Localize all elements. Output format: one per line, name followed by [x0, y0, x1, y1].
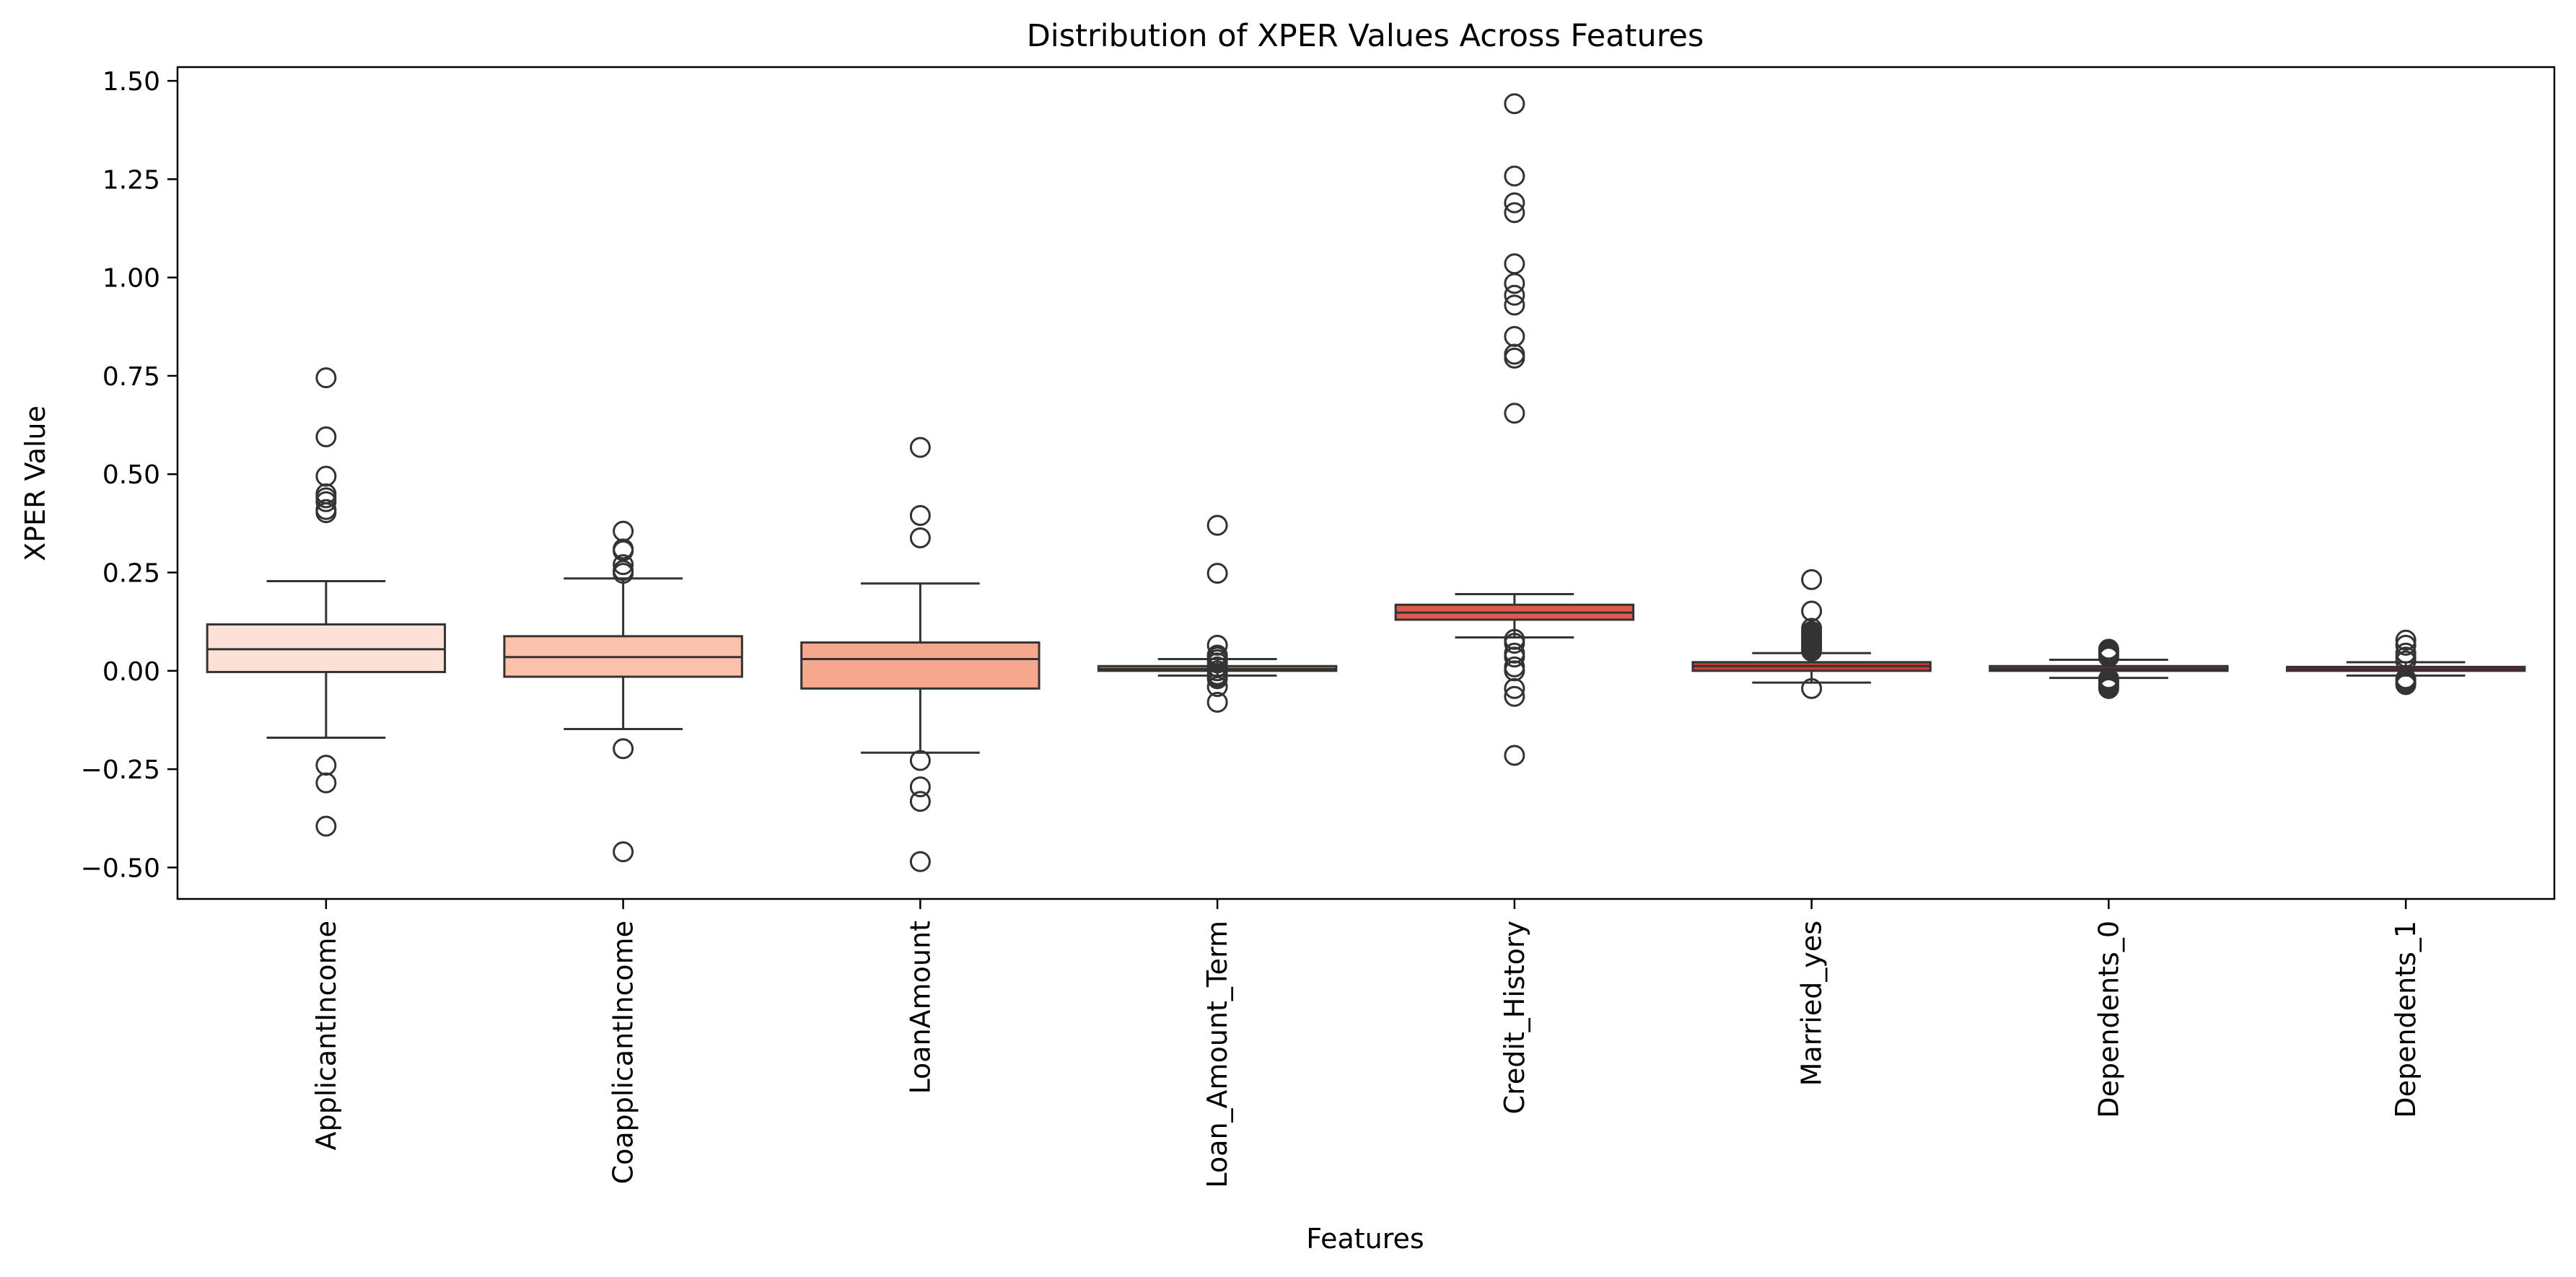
y-tick-label: 0.25: [102, 559, 160, 589]
outlier-point-loan-amount-term: [1206, 668, 1228, 690]
outlier-point-loanamount: [909, 851, 931, 872]
outlier-point-loanamount: [909, 750, 931, 771]
outlier-point-coapplicantincome: [613, 841, 634, 863]
outlier-point-credit-history: [1504, 192, 1525, 214]
chart-title: Distribution of XPER Values Across Featu…: [1027, 18, 1704, 54]
outlier-point-applicantincome: [315, 426, 337, 447]
y-tick-label: 1.00: [102, 264, 160, 294]
outlier-point-credit-history: [1504, 325, 1525, 347]
outlier-point-applicantincome: [315, 772, 337, 794]
outlier-point-married-yes: [1801, 600, 1823, 622]
y-tick-label: 1.50: [102, 67, 160, 97]
x-tick-label-dependents-1: Dependents_1: [2390, 921, 2422, 1118]
outlier-point-loanamount: [909, 436, 931, 458]
y-tick-label: 1.25: [102, 165, 160, 195]
outlier-point-coapplicantincome: [613, 520, 634, 542]
x-axis-label: Features: [1306, 1223, 1424, 1255]
axes-frame: [176, 66, 2556, 900]
outlier-point-applicantincome: [315, 815, 337, 837]
y-tick-label: 0.00: [102, 657, 160, 687]
x-tick-label-coapplicantincome: CoapplicantIncome: [608, 921, 639, 1184]
outlier-point-coapplicantincome: [613, 738, 634, 760]
outlier-point-loanamount: [909, 791, 931, 812]
outlier-point-loan-amount-term: [1206, 563, 1228, 584]
x-tick-label-credit-history: Credit_History: [1499, 921, 1530, 1114]
outlier-point-credit-history: [1504, 343, 1525, 365]
x-tick-label-loan-amount-term: Loan_Amount_Term: [1201, 921, 1233, 1188]
outlier-point-dependents-1: [2395, 634, 2417, 656]
outlier-point-credit-history: [1504, 685, 1525, 707]
outlier-point-credit-history: [1504, 253, 1525, 275]
outlier-point-credit-history: [1504, 646, 1525, 668]
outlier-point-dependents-0: [2098, 646, 2119, 668]
outlier-point-credit-history: [1504, 284, 1525, 306]
outlier-point-loanamount: [909, 776, 931, 798]
outlier-point-applicantincome: [315, 367, 337, 389]
y-axis-label: XPER Value: [19, 405, 51, 561]
outlier-point-credit-history: [1504, 93, 1525, 115]
outlier-point-credit-history: [1504, 347, 1525, 369]
outlier-point-credit-history: [1504, 294, 1525, 316]
outlier-point-dependents-1: [2395, 674, 2417, 695]
y-tick-label: 0.75: [102, 362, 160, 392]
outlier-point-credit-history: [1504, 202, 1525, 224]
x-tick-label-dependents-0: Dependents_0: [2093, 921, 2124, 1118]
outlier-point-coapplicantincome: [613, 554, 634, 576]
outlier-point-loan-amount-term: [1206, 691, 1228, 713]
outlier-point-loanamount: [909, 527, 931, 549]
outlier-point-credit-history: [1504, 403, 1525, 424]
outlier-point-applicantincome: [315, 755, 337, 776]
outlier-point-credit-history: [1504, 165, 1525, 187]
outlier-point-applicantincome: [315, 491, 337, 512]
x-tick-label-applicantincome: ApplicantIncome: [310, 921, 342, 1150]
y-tick-label: 0.50: [102, 460, 160, 490]
outlier-point-loan-amount-term: [1206, 514, 1228, 536]
outlier-point-dependents-1: [2395, 629, 2417, 651]
outlier-point-credit-history: [1504, 745, 1525, 766]
outlier-point-applicantincome: [315, 465, 337, 487]
outlier-point-married-yes: [1801, 641, 1823, 662]
y-tick-label: −0.50: [81, 853, 160, 883]
outlier-point-loan-amount-term: [1206, 676, 1228, 698]
x-tick-label-married-yes: Married_yes: [1796, 921, 1828, 1086]
outlier-point-married-yes: [1801, 677, 1823, 699]
outlier-point-married-yes: [1801, 569, 1823, 590]
outlier-point-credit-history: [1504, 273, 1525, 294]
outlier-point-loanamount: [909, 504, 931, 526]
plot-area: −0.50 −0.25 0.00 0.25 0.50 0.75 1.00 1.25 1.50 Ap…: [81, 66, 2556, 1188]
outlier-point-coapplicantincome: [613, 563, 634, 584]
outlier-point-dependents-0: [2098, 677, 2119, 699]
y-tick-label: −0.25: [81, 755, 160, 785]
outlier-point-applicantincome: [315, 502, 337, 524]
x-tick-label-loanamount: LoanAmount: [904, 921, 936, 1094]
box-loanamount: [800, 641, 1041, 690]
outlier-point-credit-history: [1504, 633, 1525, 654]
outlier-point-credit-history: [1504, 660, 1525, 682]
outlier-point-credit-history: [1504, 677, 1525, 699]
